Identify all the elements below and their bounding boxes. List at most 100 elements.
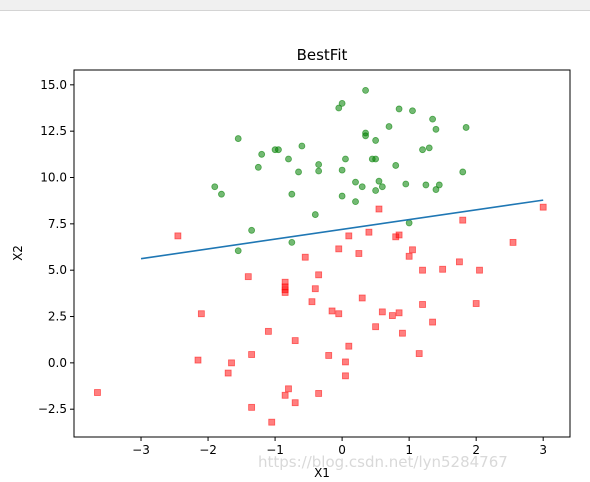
red-square-point <box>419 301 426 308</box>
x-tick-label: −3 <box>132 443 150 457</box>
green-circle-point <box>358 183 366 191</box>
red-square-point <box>472 300 480 307</box>
red-square-point <box>301 253 309 261</box>
y-tick-label: 7.5 <box>48 217 67 231</box>
red-square-point <box>476 266 483 274</box>
red-square-point <box>419 266 426 274</box>
green-circle-point <box>432 186 440 193</box>
red-square-point <box>174 232 182 240</box>
red-square-point <box>94 389 101 396</box>
x-axis: −3 −2 −1 0 1 2 3 <box>132 437 547 457</box>
green-circle-point <box>298 142 306 150</box>
red-square-point <box>281 391 289 399</box>
red-square-point <box>315 271 323 279</box>
green-circle-point <box>218 190 225 198</box>
red-square-point <box>311 285 319 293</box>
red-square-point <box>409 246 416 254</box>
green-circle-point <box>311 211 319 218</box>
green-circle-point <box>295 168 302 176</box>
red-square-point <box>244 273 252 281</box>
red-square-point <box>372 323 380 331</box>
red-square-point <box>248 403 256 411</box>
red-square-point <box>228 359 235 367</box>
y-tick-label: 15.0 <box>40 78 67 92</box>
green-circle-point <box>315 161 323 168</box>
green-circle-point <box>385 123 393 130</box>
red-square-point <box>291 337 299 345</box>
green-circle-point <box>338 192 346 200</box>
green-circle-point <box>392 162 400 169</box>
green-circle-point <box>352 198 359 206</box>
red-square-point <box>429 318 436 326</box>
red-square-point <box>224 369 232 377</box>
green-circle-point <box>425 144 433 152</box>
green-circle-point <box>335 104 343 112</box>
red-square-point <box>509 238 517 246</box>
red-square-point <box>355 250 363 257</box>
window-top-bar <box>0 0 590 11</box>
red-square-point <box>308 298 316 306</box>
green-circle-point <box>419 146 426 154</box>
red-square-point <box>248 351 256 358</box>
red-square-point <box>358 294 366 302</box>
green-circle-point <box>342 155 349 163</box>
green-circle-point <box>402 180 410 188</box>
red-square-point <box>439 265 447 273</box>
green-circle-point <box>378 183 386 191</box>
green-circle-point <box>248 226 256 234</box>
red-square-point <box>415 350 423 357</box>
red-square-point <box>399 329 406 337</box>
green-circle-point <box>372 187 380 194</box>
green-circle-point <box>288 238 296 246</box>
green-circle-point <box>435 181 443 189</box>
green-circle-point <box>254 163 262 171</box>
red-square-point <box>342 372 349 380</box>
watermark-text: https://blog.csdn.net/lyn5284767 <box>258 453 508 471</box>
red-square-point <box>335 310 343 318</box>
green-circle-point <box>211 183 219 191</box>
red-square-point <box>345 232 353 240</box>
red-square-point <box>456 258 463 266</box>
red-square-point <box>328 307 336 315</box>
y-axis: −2.5 0.0 2.5 5.0 7.5 10.0 12.5 15.0 <box>38 78 74 416</box>
y-tick-label: 10.0 <box>40 171 67 185</box>
y-tick-label: −2.5 <box>38 402 67 416</box>
y-axis-label: X2 <box>11 245 25 261</box>
green-circle-point <box>405 219 413 227</box>
green-circle-point <box>288 190 296 198</box>
x-axis-label: X1 <box>314 466 330 480</box>
green-circle-point <box>459 168 467 176</box>
green-circle-point <box>429 115 436 123</box>
green-circle-point <box>362 132 369 140</box>
x-tick-label: −2 <box>199 443 217 457</box>
green-circle-point <box>422 181 430 189</box>
y-tick-label: 2.5 <box>48 310 67 324</box>
x-tick-label: 3 <box>539 443 547 457</box>
red-square-point <box>375 205 383 213</box>
green-circle-point <box>362 86 369 94</box>
red-square-point <box>388 312 396 319</box>
red-square-point <box>405 252 413 260</box>
red-square-point <box>264 327 272 335</box>
green-circle-point <box>372 137 380 144</box>
green-circle-point <box>275 146 282 154</box>
red-square-point <box>197 310 205 318</box>
plot-area <box>94 86 547 426</box>
y-tick-label: 0.0 <box>48 356 67 370</box>
green-circle-point <box>338 99 346 107</box>
red-square-point <box>194 356 202 364</box>
x-tick-label: 1 <box>405 443 413 457</box>
red-square-point <box>291 399 299 407</box>
green-circle-point <box>432 125 440 133</box>
red-square-point <box>392 233 400 241</box>
red-square-point <box>342 358 349 366</box>
red-square-point <box>365 228 373 236</box>
green-circle-point <box>285 155 292 163</box>
green-circle-point <box>375 177 383 185</box>
red-square-point <box>459 216 467 224</box>
red-square-point <box>325 352 333 359</box>
x-tick-label: 0 <box>338 443 346 457</box>
plot-frame <box>73 69 571 438</box>
red-square-point <box>281 289 289 296</box>
